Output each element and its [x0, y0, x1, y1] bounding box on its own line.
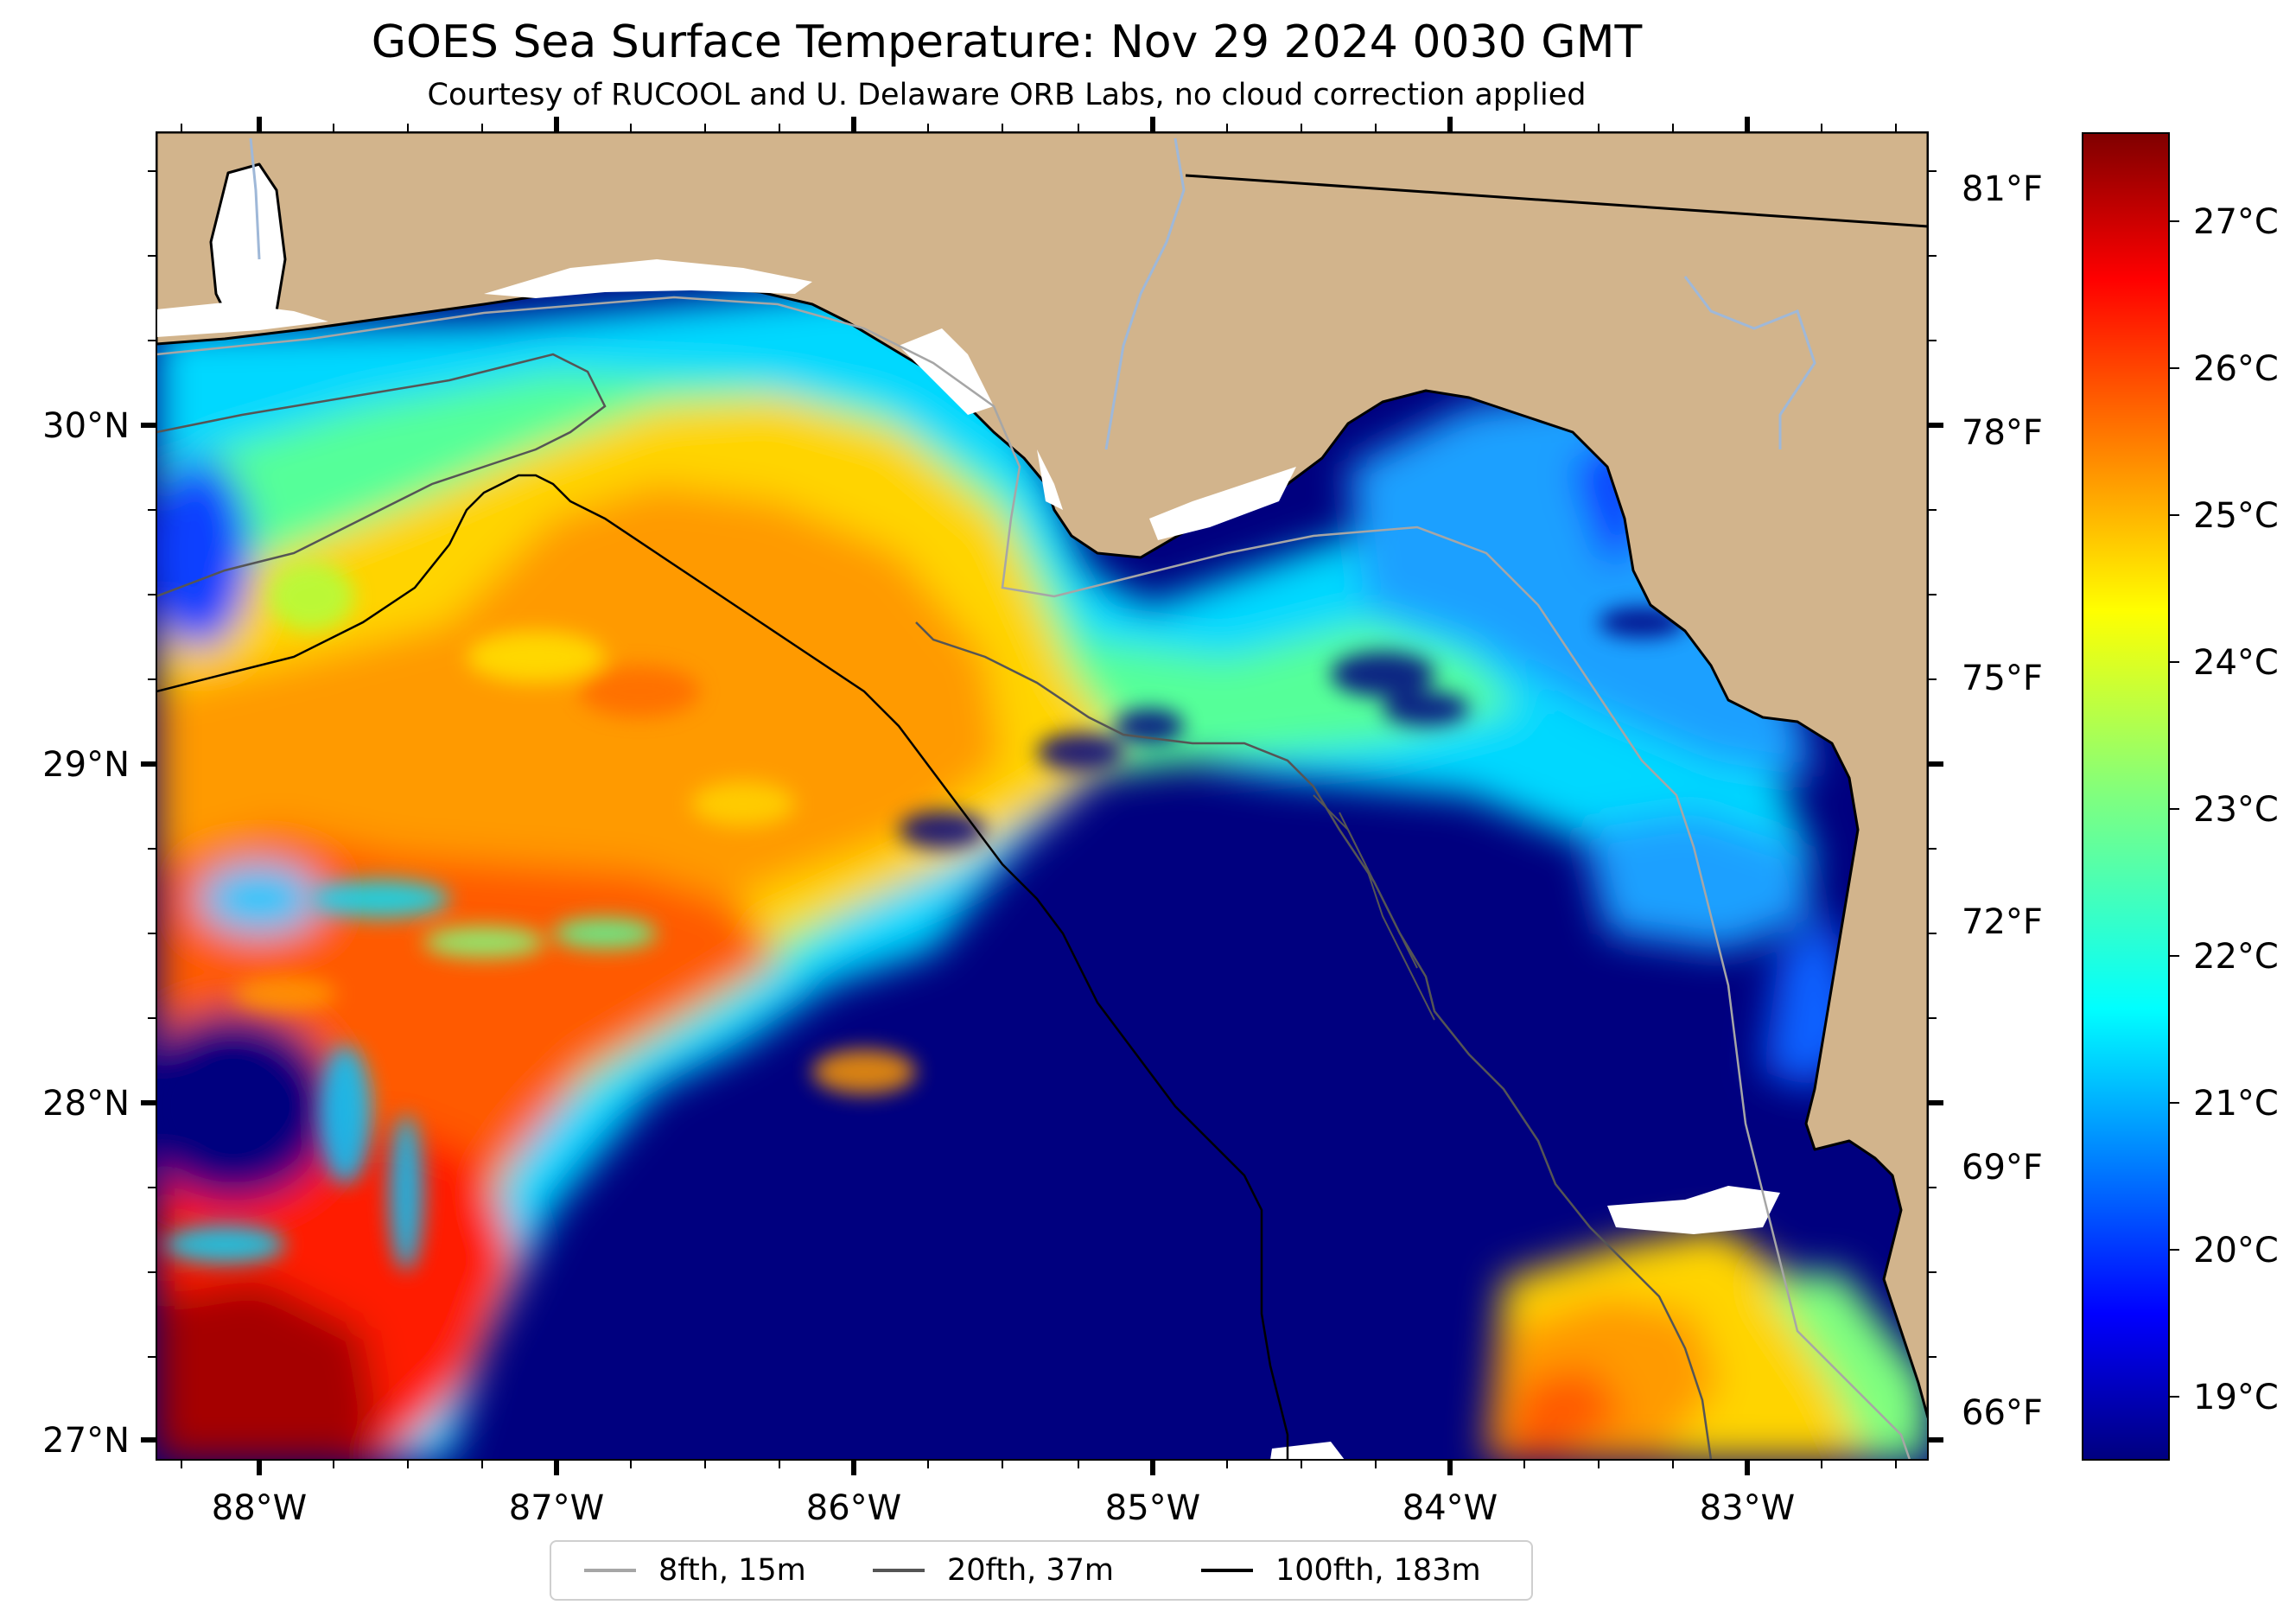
fahrenheit-label-66: 66°F	[1962, 1393, 2043, 1433]
map-frame	[156, 131, 1929, 1461]
fahrenheit-label-78: 78°F	[1962, 413, 2043, 453]
legend-label-100fth: 100fth, 183m	[1275, 1553, 1481, 1588]
lon-label-87w: 87°W	[509, 1488, 604, 1528]
colorbar-label-19c: 19°C	[2193, 1378, 2279, 1417]
colorbar	[2082, 132, 2170, 1461]
bigbend-contour-detail	[1313, 794, 1435, 1021]
legend-item-20fth: 20fth, 37m	[873, 1542, 1114, 1599]
major-ticks	[141, 117, 1943, 1475]
colorbar-label-25c: 25°C	[2193, 496, 2279, 536]
rivers	[249, 137, 1816, 450]
lon-label-84w: 84°W	[1402, 1488, 1498, 1528]
colorbar-label-21c: 21°C	[2193, 1084, 2279, 1124]
sst-texture	[164, 562, 1685, 1271]
contour-legend: 8fth, 15m 20fth, 37m 100fth, 183m	[550, 1540, 1533, 1601]
fahrenheit-label-75: 75°F	[1962, 659, 2043, 698]
fahrenheit-label-69: 69°F	[1962, 1148, 2043, 1188]
colorbar-label-23c: 23°C	[2193, 790, 2279, 830]
legend-swatch-100fth	[1201, 1569, 1253, 1572]
contour-100fth	[156, 474, 1289, 1460]
state-boundary	[1185, 174, 1928, 228]
legend-label-20fth: 20fth, 37m	[947, 1553, 1115, 1588]
cloud-mask	[1270, 1186, 1780, 1460]
colorbar-label-22c: 22°C	[2193, 937, 2279, 977]
legend-item-100fth: 100fth, 183m	[1201, 1542, 1481, 1599]
colorbar-label-26c: 26°C	[2193, 349, 2279, 389]
lat-label-29n: 29°N	[42, 745, 130, 785]
lon-label-83w: 83°W	[1700, 1488, 1795, 1528]
colorbar-label-24c: 24°C	[2193, 643, 2279, 683]
lat-label-30n: 30°N	[42, 406, 130, 446]
lat-label-27n: 27°N	[42, 1421, 130, 1461]
legend-swatch-20fth	[873, 1569, 925, 1572]
map-area	[156, 132, 1928, 1460]
land	[156, 132, 1928, 1419]
colorbar-label-20c: 20°C	[2193, 1231, 2279, 1271]
legend-label-8fth: 8fth, 15m	[658, 1553, 806, 1588]
legend-item-8fth: 8fth, 15m	[584, 1542, 806, 1599]
lon-label-85w: 85°W	[1105, 1488, 1200, 1528]
colorbar-label-27c: 27°C	[2193, 202, 2279, 242]
map-subtitle: Courtesy of RUCOOL and U. Delaware ORB L…	[427, 78, 1587, 112]
fahrenheit-label-72: 72°F	[1962, 902, 2043, 942]
lon-label-88w: 88°W	[212, 1488, 307, 1528]
legend-swatch-8fth	[584, 1569, 636, 1572]
colorbar-ticks	[2169, 220, 2179, 1398]
contour-8fth	[156, 296, 1911, 1460]
map-title: GOES Sea Surface Temperature: Nov 29 202…	[371, 16, 1643, 68]
lat-label-28n: 28°N	[42, 1084, 130, 1124]
minor-ticks	[148, 124, 1937, 1468]
lon-label-86w: 86°W	[806, 1488, 901, 1528]
fahrenheit-label-81: 81°F	[1962, 169, 2043, 209]
